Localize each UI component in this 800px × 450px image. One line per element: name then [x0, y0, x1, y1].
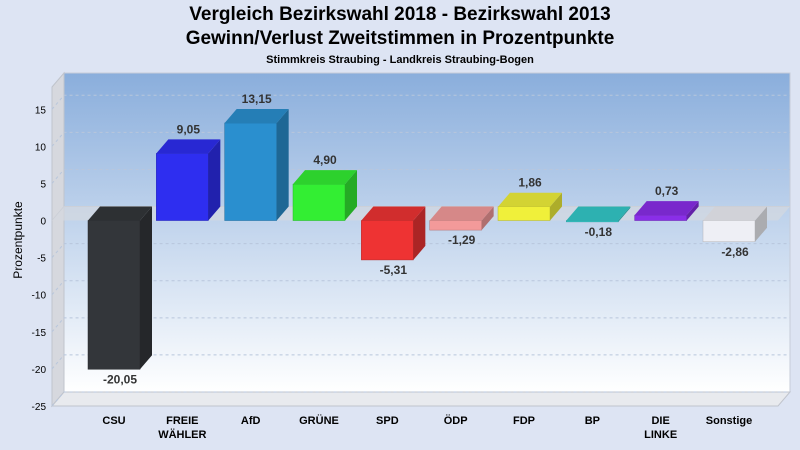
value-label: -20,05: [103, 372, 137, 386]
grid-line: [51, 94, 790, 110]
grid-line: [51, 131, 790, 147]
value-label: -0,18: [585, 225, 613, 239]
value-label: 13,15: [242, 92, 272, 106]
bar: [566, 206, 631, 223]
value-label: 0,73: [655, 184, 679, 198]
plot-floor: [50, 391, 792, 407]
chart-title: Vergleich Bezirkswahl 2018 - Bezirkswahl…: [189, 4, 611, 25]
category-label: ÖDP: [444, 414, 468, 427]
bar: [224, 108, 289, 221]
y-tick-label: 5: [40, 179, 46, 190]
category-label: BP: [585, 415, 600, 427]
value-label: 9,05: [177, 122, 201, 136]
bar: [702, 206, 767, 243]
y-tick-label: 15: [35, 105, 47, 116]
category-label: CSU: [102, 415, 125, 427]
grid-line: [51, 354, 790, 370]
chart-caption: Stimmkreis Straubing - Landkreis Straubi…: [266, 54, 534, 66]
bar: [497, 192, 562, 221]
bar: [292, 170, 357, 221]
grid-line: [51, 243, 790, 258]
y-tick-label: -15: [32, 328, 47, 339]
bar: [156, 139, 221, 221]
chart-subtitle: Gewinn/Verlust Zweitstimmen in Prozentpu…: [185, 28, 615, 49]
value-label: 4,90: [313, 153, 337, 167]
value-label: -5,31: [380, 263, 408, 277]
value-label: -2,86: [721, 245, 749, 259]
y-tick-label: -20: [32, 365, 47, 376]
category-label: Sonstige: [706, 415, 752, 427]
bar: [429, 206, 494, 231]
value-label: 1,86: [518, 176, 542, 190]
y-tick-label: -5: [37, 254, 46, 265]
bar: [87, 206, 152, 370]
bar: [361, 206, 426, 261]
category-label: SPD: [376, 415, 399, 427]
category-label: DIE LINKE: [644, 415, 677, 441]
plot-back-wall: [63, 72, 791, 393]
category-label: AfD: [241, 415, 261, 427]
grid-line: [51, 280, 790, 296]
y-tick-label: -25: [32, 402, 47, 413]
value-label: -1,29: [448, 233, 476, 247]
grid-line: [51, 168, 790, 184]
category-label: GRÜNE: [299, 414, 339, 427]
y-tick-label: 0: [40, 217, 46, 228]
category-label: FDP: [513, 415, 535, 427]
bar: [634, 201, 699, 221]
y-axis-label: Prozentpunkte: [11, 201, 25, 279]
grid-line: [51, 317, 790, 333]
category-label: FREIE WÄHLER: [158, 415, 206, 441]
plot-left-wall: [51, 71, 65, 408]
y-tick-label: -10: [32, 291, 47, 302]
grid-line: [51, 391, 790, 407]
y-tick-label: 10: [35, 142, 47, 153]
